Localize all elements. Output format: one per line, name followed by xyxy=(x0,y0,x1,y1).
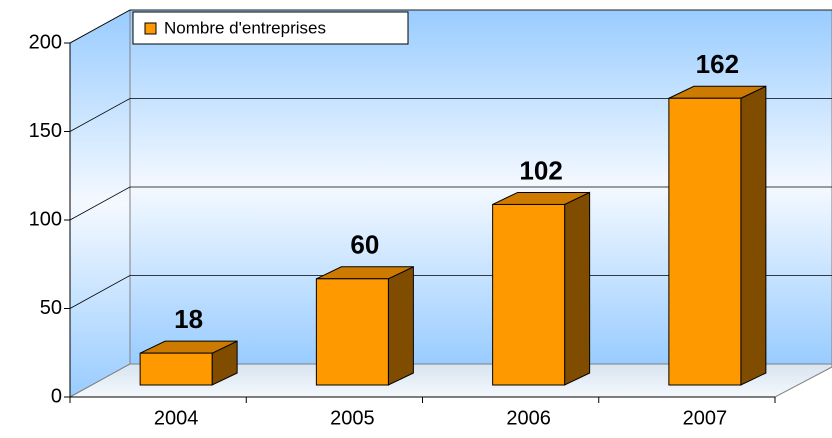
bar-side xyxy=(387,266,414,386)
grid-line xyxy=(69,98,131,132)
data-label: 162 xyxy=(696,49,739,79)
y-tick-label: 100 xyxy=(29,208,62,230)
y-tick-label: 150 xyxy=(29,120,62,142)
bar xyxy=(139,340,238,386)
legend-swatch xyxy=(144,22,157,35)
bar-front xyxy=(139,352,213,386)
x-tick-label: 2004 xyxy=(154,407,199,429)
data-label: 60 xyxy=(350,230,379,260)
bar-front xyxy=(315,278,389,386)
bar xyxy=(492,191,591,386)
grid-line xyxy=(69,186,131,221)
legend: Nombre d'entreprises xyxy=(132,11,409,45)
y-tick-label: 200 xyxy=(29,31,62,53)
grid-line xyxy=(69,9,131,44)
bars xyxy=(139,85,767,386)
bar-side xyxy=(740,85,767,386)
x-tick-label: 2006 xyxy=(506,407,551,429)
legend-box xyxy=(132,11,409,45)
bar xyxy=(668,85,767,386)
y-tick-label: 0 xyxy=(51,385,62,407)
y-tick-label: 50 xyxy=(40,297,62,319)
data-label: 102 xyxy=(519,155,562,185)
data-label: 18 xyxy=(174,304,203,334)
grid-line xyxy=(69,275,131,309)
bar-side xyxy=(564,191,591,386)
x-tick-label: 2005 xyxy=(330,407,375,429)
legend-label: Nombre d'entreprises xyxy=(164,18,326,37)
bar-front xyxy=(668,97,742,386)
bar xyxy=(315,266,414,386)
bar-front xyxy=(492,203,566,386)
x-tick-label: 2007 xyxy=(683,407,728,429)
